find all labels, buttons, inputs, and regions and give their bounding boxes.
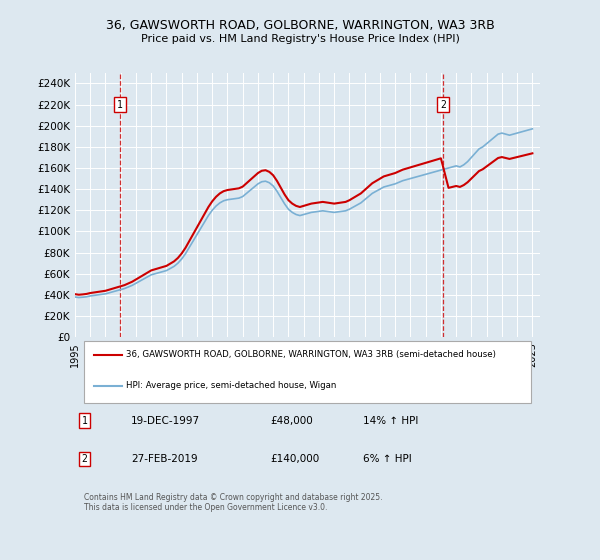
Text: 1: 1 [82,416,87,426]
Text: 2: 2 [82,454,87,464]
Text: Contains HM Land Registry data © Crown copyright and database right 2025.
This d: Contains HM Land Registry data © Crown c… [84,493,383,512]
Text: 6% ↑ HPI: 6% ↑ HPI [364,454,412,464]
Text: £140,000: £140,000 [270,454,320,464]
Text: Price paid vs. HM Land Registry's House Price Index (HPI): Price paid vs. HM Land Registry's House … [140,34,460,44]
FancyBboxPatch shape [84,340,531,403]
Text: 1: 1 [117,100,123,110]
Text: HPI: Average price, semi-detached house, Wigan: HPI: Average price, semi-detached house,… [126,381,337,390]
Text: £48,000: £48,000 [270,416,313,426]
Text: 36, GAWSWORTH ROAD, GOLBORNE, WARRINGTON, WA3 3RB: 36, GAWSWORTH ROAD, GOLBORNE, WARRINGTON… [106,18,494,32]
Text: 27-FEB-2019: 27-FEB-2019 [131,454,197,464]
Text: 14% ↑ HPI: 14% ↑ HPI [364,416,419,426]
Text: 2: 2 [440,100,446,110]
Text: 19-DEC-1997: 19-DEC-1997 [131,416,200,426]
Text: 36, GAWSWORTH ROAD, GOLBORNE, WARRINGTON, WA3 3RB (semi-detached house): 36, GAWSWORTH ROAD, GOLBORNE, WARRINGTON… [126,350,496,359]
